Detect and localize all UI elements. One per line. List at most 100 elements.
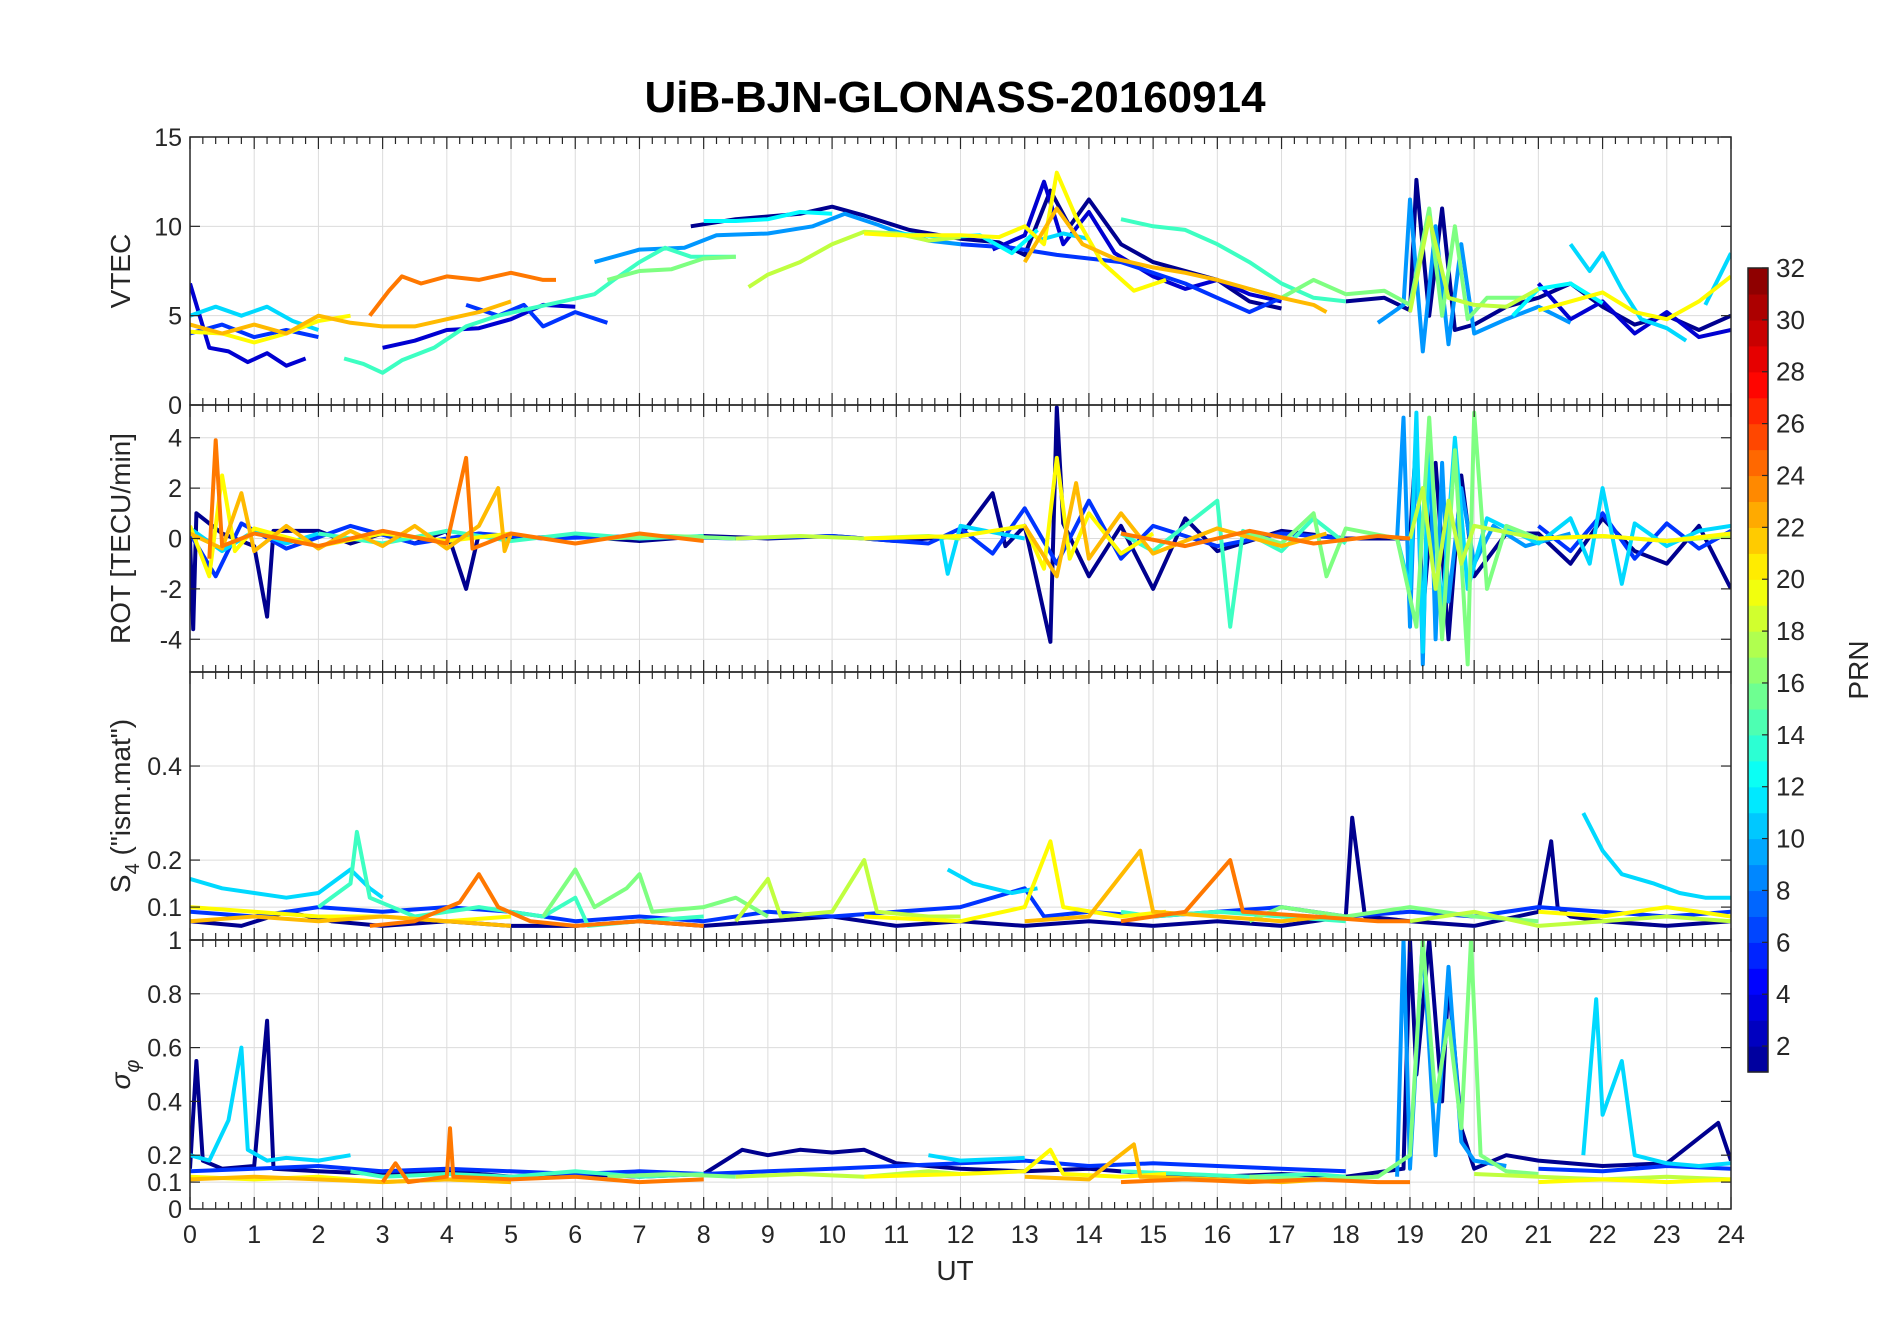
colorbar-swatch [1748, 786, 1768, 814]
s4-ytick-label: 0.2 [147, 847, 182, 875]
chart-title: UiB-BJN-GLONASS-20160914 [644, 73, 1266, 122]
vtec-line-prn-9 [1376, 197, 1572, 354]
rot-ytick-label: 4 [168, 425, 182, 453]
vtec-line-prn-1 [690, 188, 1282, 311]
x-tick-label: 13 [1011, 1221, 1039, 1249]
x-tick-label: 12 [947, 1221, 975, 1249]
x-tick-label: 4 [440, 1221, 454, 1249]
vtec-line-prn-14 [343, 245, 736, 375]
colorbar-swatch [1748, 371, 1768, 399]
rot-line-prn-6 [1537, 511, 1731, 561]
s4-line-prn-22 [1024, 848, 1327, 924]
panel-sigma_phi: 00.10.2 0.4 0.6 0.8 1 σφ [105, 927, 1732, 1224]
vtec-line-prn-22 [190, 299, 512, 336]
sigma_phi-line-prn-11 [928, 1153, 1025, 1163]
colorbar-tick-label: 12 [1776, 772, 1805, 802]
s4-line-prn-11 [1581, 812, 1731, 900]
sigma_phi-line-prn-9 [1395, 940, 1507, 1177]
x-tick-label: 10 [818, 1221, 846, 1249]
sigma_phi-ytick-label: 0.4 [147, 1088, 182, 1116]
colorbar-swatch [1748, 501, 1768, 528]
sigma_phi-line-prn-20 [1538, 1177, 1731, 1185]
colorbar-tick-label: 20 [1776, 564, 1805, 594]
colorbar-swatch [1748, 916, 1768, 943]
vtec-line-prn-16 [606, 254, 736, 282]
sigma_phi-line-prn-16 [607, 1172, 736, 1179]
vtec-ytick-label: 0 [168, 392, 182, 420]
colorbar-swatch [1748, 760, 1768, 788]
x-tick-label: 5 [504, 1221, 518, 1249]
x-tick-label: 7 [633, 1221, 647, 1249]
sigma_phi-series [190, 940, 1731, 1185]
s4-ytick-label: 0.4 [147, 753, 182, 781]
s4-series [190, 812, 1731, 928]
panel-s4: 0.1 0.2 0.4S4 ("ism.mat") [105, 671, 1732, 941]
colorbar-tick-label: 4 [1776, 979, 1790, 1009]
x-tick-label: 6 [568, 1221, 582, 1249]
colorbar-swatch [1748, 864, 1768, 892]
colorbar-tick-label: 16 [1776, 668, 1805, 698]
sigma_phi-line-prn-6 [190, 1158, 1346, 1176]
colorbar-swatch [1748, 838, 1768, 866]
x-tick-label: 3 [376, 1221, 390, 1249]
colorbar-swatch [1748, 890, 1768, 917]
colorbar-swatch [1748, 293, 1768, 321]
colorbar-swatch [1748, 579, 1768, 606]
x-tick-label: 15 [1139, 1221, 1167, 1249]
colorbar-tick-label: 26 [1776, 409, 1805, 439]
colorbar-tick-label: 32 [1776, 253, 1805, 283]
rot-ytick-label: 0 [168, 526, 182, 554]
vtec-line-prn-18 [747, 229, 961, 289]
sigma_phi-line-prn-16 [1249, 940, 1539, 1182]
sigma_phi-line-prn-1 [190, 940, 1731, 1179]
x-tick-label: 19 [1396, 1221, 1424, 1249]
panel-vtec: 0 5 10 15 VTEC [105, 124, 1732, 420]
vtec-line-prn-6 [465, 302, 609, 329]
colorbar-swatch [1748, 1046, 1768, 1073]
s4-line-prn-22 [190, 914, 512, 928]
rot-ytick-label: 2 [168, 475, 182, 503]
colorbar-tick-label: 8 [1776, 875, 1790, 905]
s4-line-prn-24 [369, 872, 704, 928]
rot-line-prn-22 [190, 486, 513, 554]
colorbar-frame [1747, 267, 1769, 1073]
s4-ytick-label: 0.1 [147, 894, 182, 922]
rot-line-prn-11 [1395, 410, 1731, 654]
sigma_phi-line-prn-11 [1581, 997, 1731, 1168]
s4-line-prn-20 [864, 839, 1167, 924]
rot-line-prn-14 [1120, 498, 1348, 629]
s4-ylabel: S4 ("ism.mat") [105, 719, 144, 893]
rot-series [190, 405, 1731, 667]
vtec-line-prn-3 [190, 282, 307, 368]
vtec-line-prn-11 [1568, 243, 1688, 343]
colorbar-tick-label: 28 [1776, 357, 1805, 387]
sigma_phi-ytick-label: 0.8 [147, 981, 182, 1009]
colorbar-swatch [1748, 397, 1768, 425]
sigma_phi-line-prn-20 [864, 1147, 1167, 1179]
x-tick-label: 24 [1717, 1221, 1745, 1249]
vtec-ytick-label: 15 [154, 124, 182, 152]
vtec-ytick-label: 5 [168, 303, 182, 331]
vtec-line-prn-16 [1248, 206, 1526, 322]
x-tick-label: 16 [1203, 1221, 1231, 1249]
vtec-line-prn-12 [703, 210, 833, 223]
colorbar-tick-label: 6 [1776, 927, 1790, 957]
sigma_phi-line-prn-22 [190, 1174, 512, 1185]
s4-line-prn-18 [734, 858, 961, 923]
colorbar-tick-label: 24 [1776, 460, 1805, 490]
sigma_phi-ylabel: σφ [105, 1060, 144, 1090]
x-tick-label: 8 [697, 1221, 711, 1249]
vtec-line-prn-20 [864, 170, 1167, 293]
x-tick-label: 1 [247, 1221, 261, 1249]
colorbar-swatch [1748, 682, 1768, 710]
x-tick-label: 23 [1653, 1221, 1681, 1249]
x-axis-label: UT [936, 1255, 973, 1286]
sigma_phi-ytick-label: 0.2 [147, 1142, 182, 1170]
colorbar-swatch [1748, 553, 1768, 580]
colorbar-label: PRN [1843, 640, 1874, 699]
x-tick-label: 2 [311, 1221, 325, 1249]
rot-line-prn-20 [864, 455, 1155, 571]
rot-line-prn-20 [1538, 531, 1731, 543]
x-tick-label: 11 [883, 1221, 909, 1249]
